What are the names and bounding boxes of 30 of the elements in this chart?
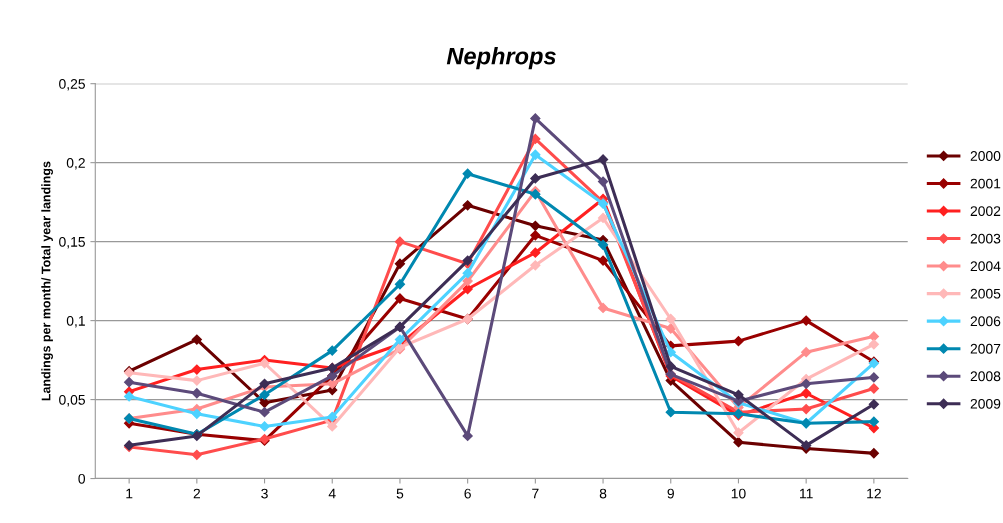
legend-label: 2001 bbox=[970, 178, 1001, 189]
x-tick-label: 10 bbox=[731, 488, 746, 499]
legend-label: 2005 bbox=[970, 288, 1001, 299]
x-tick-label: 7 bbox=[532, 488, 539, 499]
x-tick-label: 11 bbox=[800, 488, 813, 499]
y-axis-title: Landings per month/ Total year landings bbox=[41, 161, 53, 401]
x-tick-label: 1 bbox=[126, 488, 133, 499]
legend-label: 2000 bbox=[970, 151, 1001, 161]
x-tick-label: 8 bbox=[599, 488, 607, 499]
legend-label: 2007 bbox=[970, 343, 1001, 354]
y-tick-label: 0 bbox=[78, 473, 86, 484]
legend-label: 2008 bbox=[970, 371, 1001, 382]
y-tick-label: 0,05 bbox=[59, 394, 85, 407]
x-tick-label: 6 bbox=[464, 488, 471, 499]
y-tick-label: 0,25 bbox=[59, 79, 85, 91]
x-tick-label: 5 bbox=[396, 488, 404, 499]
y-tick-label: 0,2 bbox=[66, 157, 85, 170]
x-tick-label: 12 bbox=[867, 488, 881, 499]
chart-title: Nephrops bbox=[446, 47, 556, 70]
legend-label: 2004 bbox=[970, 261, 1001, 272]
y-tick-label: 0,15 bbox=[59, 236, 85, 249]
y-tick-label: 0,1 bbox=[66, 315, 85, 328]
legend-label: 2009 bbox=[970, 398, 1001, 409]
legend-label: 2003 bbox=[970, 233, 1001, 244]
x-tick-label: 2 bbox=[193, 488, 200, 499]
x-tick-label: 3 bbox=[261, 488, 268, 499]
legend-label: 2002 bbox=[970, 206, 1001, 217]
legend-label: 2006 bbox=[970, 316, 1001, 327]
x-tick-label: 4 bbox=[328, 488, 336, 499]
x-tick-label: 9 bbox=[667, 488, 674, 499]
